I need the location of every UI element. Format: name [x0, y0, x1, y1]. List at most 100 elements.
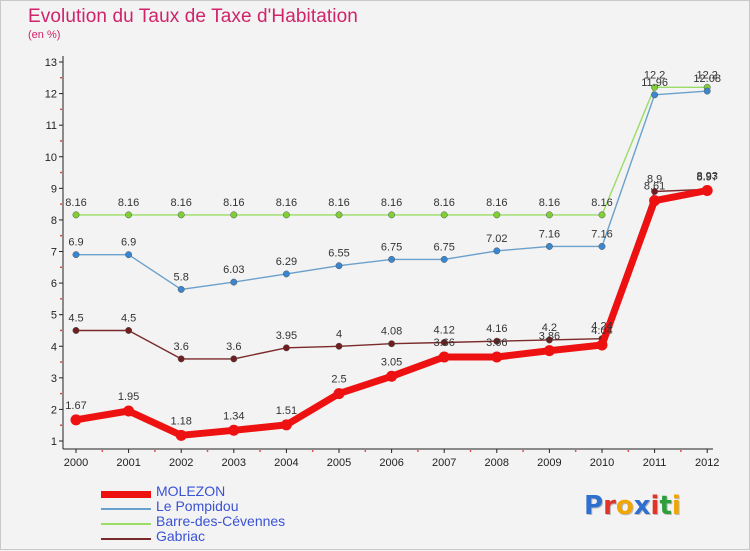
- data-point: [333, 388, 345, 400]
- x-tick-label: 2010: [590, 457, 614, 469]
- y-minor-tick: [60, 361, 62, 363]
- x-tick-label: 2008: [485, 457, 509, 469]
- data-point: [70, 414, 82, 426]
- x-tick-label: 2003: [222, 457, 246, 469]
- y-minor-tick: [60, 140, 62, 142]
- y-tick-label: 10: [45, 152, 57, 164]
- data-point: [596, 339, 608, 351]
- data-label: 1.34: [223, 410, 244, 422]
- data-label: 12.2: [644, 69, 665, 81]
- x-minor-tick: [417, 450, 419, 452]
- data-label: 8.16: [223, 197, 244, 209]
- y-tick-label: 6: [51, 278, 57, 290]
- x-tick-label: 2011: [643, 457, 667, 469]
- x-tick-label: 2006: [379, 457, 403, 469]
- data-point: [388, 211, 396, 219]
- data-point: [545, 336, 553, 344]
- y-tick-label: 8: [51, 215, 57, 227]
- data-point: [598, 211, 606, 219]
- data-point: [651, 188, 659, 195]
- legend-label: MOLEZON: [156, 483, 226, 499]
- data-point: [230, 211, 238, 219]
- data-point: [438, 351, 450, 363]
- y-minor-tick: [60, 108, 62, 111]
- data-label: 8.16: [276, 197, 297, 209]
- data-label: 8.97: [696, 171, 717, 183]
- data-point: [72, 327, 80, 334]
- x-minor-tick: [680, 450, 682, 452]
- data-point: [230, 355, 238, 363]
- y-minor-tick: [60, 424, 62, 427]
- data-label: 12.2: [696, 69, 717, 81]
- y-minor-tick: [60, 297, 62, 300]
- data-point: [282, 270, 290, 278]
- data-point: [545, 211, 553, 219]
- x-tick-label: 2004: [274, 457, 298, 469]
- data-label: 1.95: [118, 391, 139, 403]
- data-label: 8.9: [647, 173, 662, 185]
- legend-swatch: [101, 538, 151, 540]
- data-label: 4.24: [591, 321, 612, 333]
- data-label: 5.8: [174, 271, 189, 283]
- x-minor-tick: [154, 450, 156, 452]
- data-label: 1.51: [276, 405, 297, 417]
- data-label: 8.61: [644, 181, 665, 193]
- y-tick-label: 5: [51, 310, 57, 322]
- data-label: 12.08: [693, 73, 721, 85]
- data-point: [491, 351, 503, 363]
- data-label: 8.16: [118, 197, 139, 209]
- data-point: [335, 262, 343, 270]
- data-label: 3.66: [486, 337, 507, 349]
- legend-label: Gabriac: [156, 528, 206, 544]
- x-tick-label: 2002: [169, 457, 193, 469]
- y-tick-label: 9: [51, 183, 57, 195]
- data-point: [175, 429, 187, 441]
- data-label: 1.67: [65, 400, 86, 412]
- data-point: [493, 247, 501, 255]
- data-labels: 1.671.951.18 1.34 1.512.53.053.66 3.663.86 4…: [65, 69, 721, 427]
- data-point: [335, 342, 343, 350]
- data-point: [388, 340, 396, 348]
- data-label: 4.08: [381, 326, 402, 338]
- data-label: 8.16: [591, 197, 612, 209]
- data-label: 7.16: [591, 228, 612, 240]
- data-point: [701, 185, 713, 197]
- data-point: [177, 285, 185, 293]
- data-label: 7.16: [539, 228, 560, 240]
- data-point: [335, 211, 343, 219]
- data-label: 3.86: [539, 331, 560, 343]
- data-label: 6.55: [328, 248, 349, 260]
- x-tick-label: 2009: [537, 457, 561, 469]
- y-minor-tick: [60, 203, 62, 206]
- data-label: 11.96: [641, 77, 668, 89]
- data-label: 4.5: [121, 312, 136, 324]
- y-tick-label: 4: [51, 341, 57, 353]
- data-label: 4.2: [542, 322, 557, 334]
- x-minor-tick: [627, 450, 630, 452]
- data-label: 8.16: [486, 197, 507, 209]
- x-minor-tick: [522, 450, 524, 452]
- data-label: 2.5: [331, 374, 346, 386]
- x-minor-tick: [574, 450, 577, 452]
- data-label: 4.12: [433, 324, 454, 336]
- x-minor-tick: [364, 450, 367, 452]
- data-label: 6.9: [121, 237, 136, 249]
- data-point: [125, 211, 133, 219]
- x-minor-tick: [206, 450, 209, 452]
- data-point: [440, 339, 448, 346]
- series-molezon: [70, 185, 713, 441]
- data-point: [388, 255, 396, 263]
- data-point: [72, 211, 80, 219]
- data-point: [651, 83, 659, 91]
- data-point: [125, 251, 133, 259]
- data-label: 8.16: [65, 197, 86, 209]
- x-minor-tick: [259, 450, 261, 452]
- data-point: [703, 87, 711, 95]
- data-label: 8.16: [381, 197, 402, 209]
- y-tick-label: 13: [45, 57, 57, 69]
- data-label: 1.18: [170, 415, 191, 427]
- x-tick-label: 2001: [116, 457, 140, 469]
- data-point: [282, 211, 290, 219]
